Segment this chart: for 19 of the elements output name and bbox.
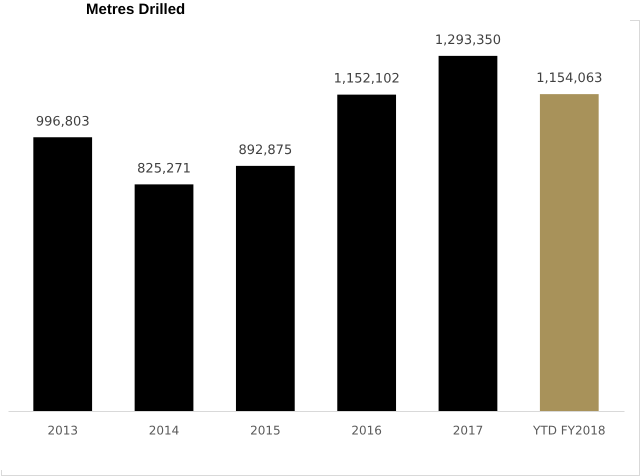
x-tick-label: 2014 (148, 424, 180, 438)
bar (438, 56, 498, 411)
bar (134, 184, 194, 411)
x-tick-label: 2016 (351, 424, 382, 438)
x-tick-label: YTD FY2018 (532, 424, 606, 438)
bar (540, 94, 599, 411)
data-label: 1,152,102 (334, 72, 400, 87)
x-tick-label: 2015 (250, 424, 281, 438)
bar (33, 137, 92, 411)
data-label: 892,875 (238, 142, 292, 158)
bar (236, 166, 295, 411)
chart-title: Metres Drilled (86, 1, 186, 18)
data-label: 1,154,063 (536, 71, 602, 86)
x-tick-label: 2017 (452, 424, 484, 438)
x-tick-label: 2013 (47, 424, 78, 438)
data-label: 1,293,350 (434, 32, 502, 48)
data-label: 996,803 (36, 114, 90, 130)
bar (337, 94, 396, 411)
data-label: 825,271 (137, 161, 191, 176)
